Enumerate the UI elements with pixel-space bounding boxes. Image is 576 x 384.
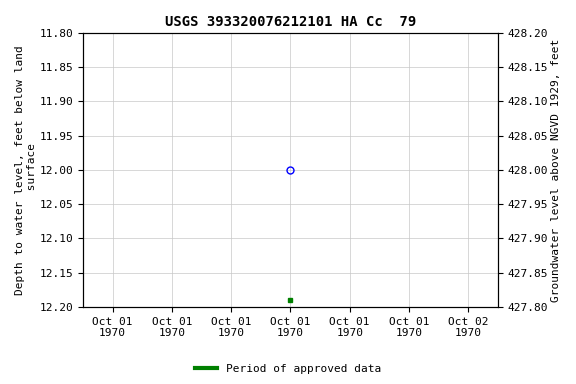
Title: USGS 393320076212101 HA Cc  79: USGS 393320076212101 HA Cc 79 [165,15,416,29]
Y-axis label: Depth to water level, feet below land
 surface: Depth to water level, feet below land su… [15,45,37,295]
Legend: Period of approved data: Period of approved data [191,359,385,379]
Y-axis label: Groundwater level above NGVD 1929, feet: Groundwater level above NGVD 1929, feet [551,38,561,301]
